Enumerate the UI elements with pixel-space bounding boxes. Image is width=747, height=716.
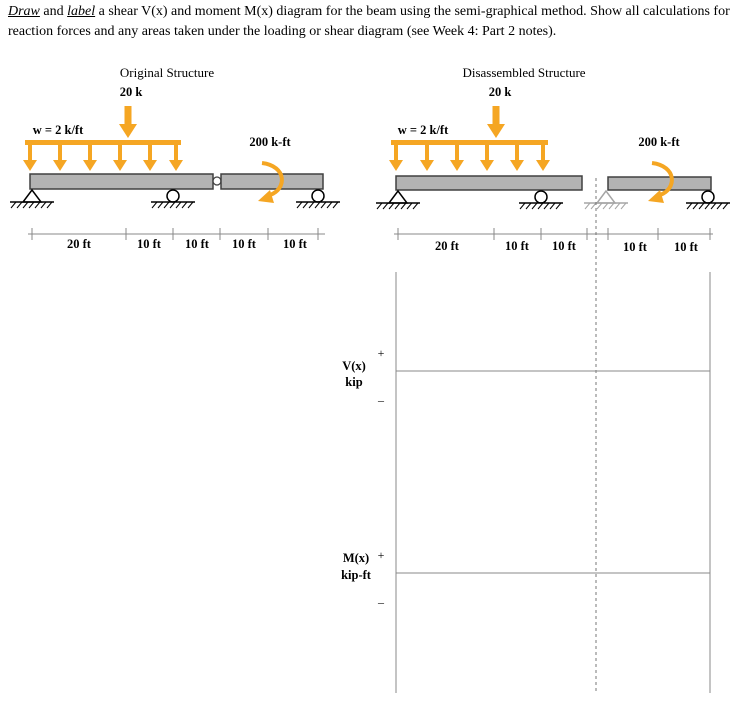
shear-axis-labels: V(x) kip + –	[342, 346, 385, 407]
disassembled-dim-5: 10 ft	[674, 240, 699, 254]
prompt-rest: a shear V(x) and moment M(x) diagram for…	[8, 4, 730, 39]
original-dim-5: 10 ft	[283, 237, 308, 251]
original-moment-arrow	[258, 161, 284, 203]
disassembled-dim-4: 10 ft	[623, 240, 648, 254]
prompt-and: and	[43, 4, 64, 19]
original-distributed-load-label: w = 2 k/ft	[33, 123, 84, 137]
disassembled-moment-arrow	[648, 161, 674, 203]
moment-axis-labels: M(x) kip-ft + –	[341, 548, 385, 609]
disassembled-pin-support-a	[375, 190, 421, 210]
original-title: Original Structure	[120, 65, 214, 80]
moment-unit: kip-ft	[341, 568, 372, 582]
disassembled-ghost-pin-support	[583, 190, 629, 210]
disassembled-beam-right	[607, 176, 712, 191]
original-pin-support-a	[9, 189, 55, 209]
moment-label: M(x)	[343, 551, 369, 565]
problem-statement: Draw and label a shear V(x) and moment M…	[8, 2, 743, 42]
disassembled-distributed-load	[387, 140, 552, 173]
shear-unit: kip	[345, 375, 362, 389]
original-point-load-label: 20 k	[120, 85, 143, 99]
disassembled-moment-label: 200 k-ft	[638, 135, 680, 149]
disassembled-dim-1: 20 ft	[435, 239, 460, 253]
original-point-load-arrow	[119, 106, 137, 138]
original-beam-right	[220, 173, 324, 190]
disassembled-title: Disassembled Structure	[462, 65, 585, 80]
shear-plus-sign: +	[378, 346, 385, 360]
moment-plus-sign: +	[378, 548, 385, 562]
original-moment-label: 200 k-ft	[249, 135, 291, 149]
original-roller-support-c	[295, 189, 341, 209]
original-internal-hinge	[212, 176, 222, 186]
moment-minus-sign: –	[377, 595, 385, 609]
shear-label: V(x)	[342, 359, 366, 373]
prompt-label: label	[67, 4, 96, 19]
original-dim-1: 20 ft	[67, 237, 92, 251]
disassembled-beam-left	[395, 175, 583, 191]
original-distributed-load	[21, 140, 185, 173]
original-beam-left	[29, 173, 214, 190]
disassembled-roller-support-b	[518, 190, 564, 210]
disassembled-roller-support-c	[685, 190, 731, 210]
disassembled-dim-2: 10 ft	[505, 239, 530, 253]
original-dimension-line	[28, 228, 325, 240]
original-dim-4: 10 ft	[232, 237, 257, 251]
original-dim-2: 10 ft	[137, 237, 162, 251]
original-roller-support-b	[150, 189, 196, 209]
original-structure: Original Structure 20 k w = 2 k/ft 200 k…	[9, 65, 341, 251]
disassembled-point-load-label: 20 k	[489, 85, 512, 99]
disassembled-dim-3: 10 ft	[552, 239, 577, 253]
disassembled-point-load-arrow	[487, 106, 505, 138]
prompt-draw: Draw	[8, 4, 40, 19]
disassembled-dimension-line	[394, 228, 713, 240]
disassembled-distributed-load-label: w = 2 k/ft	[398, 123, 449, 137]
disassembled-structure: Disassembled Structure 20 k w = 2 k/ft 2…	[375, 65, 731, 254]
original-dim-3: 10 ft	[185, 237, 210, 251]
diagram-grid	[395, 178, 711, 693]
shear-minus-sign: –	[377, 393, 385, 407]
